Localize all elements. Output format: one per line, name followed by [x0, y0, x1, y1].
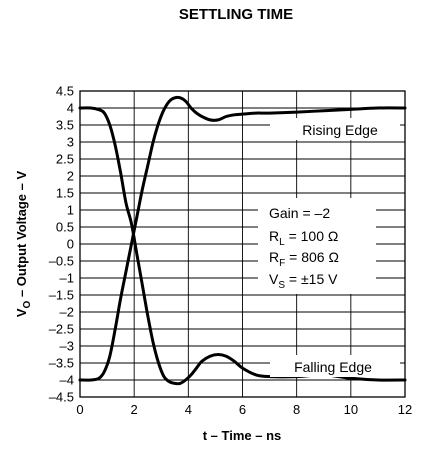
y-tick-label: 1: [67, 203, 74, 218]
y-tick-label: 2.5: [56, 152, 74, 167]
y-tick-label: 2: [67, 169, 74, 184]
x-tick-label: 4: [185, 402, 192, 417]
tick-label-layer: 0 2 4 6 8 10 12 4.5 4 3.5 3 2.5 2 1.5 1 0.5 0 –0.5 –1 –1.5 –…: [49, 84, 413, 418]
rising-edge-line: [78, 95, 407, 382]
x-tick-label: 12: [398, 402, 412, 417]
y-tick-label: 4: [67, 101, 74, 116]
y-tick-label: 4.5: [56, 84, 74, 99]
x-axis-title: t – Time – ns: [203, 428, 282, 443]
rising-edge-label-box: [270, 118, 400, 140]
x-tick-label: 8: [293, 402, 300, 417]
y-axis-title: VO – Output Voltage – V: [14, 171, 33, 318]
falling-edge-label: Falling Edge: [294, 359, 372, 375]
y-tick-label: 1.5: [56, 186, 74, 201]
chart-title: SETTLING TIME: [179, 6, 293, 23]
y-tick-label: 0.5: [56, 220, 74, 235]
falling-edge-label-box: [270, 355, 400, 377]
vs-label: VS = ±15 V: [269, 271, 338, 291]
rl-label: RL = 100 Ω: [269, 228, 338, 248]
gain-label: Gain = –2: [269, 205, 330, 221]
y-tick-label: 0: [67, 237, 74, 252]
rising-edge-label: Rising Edge: [302, 122, 378, 138]
y-tick-label: –3: [60, 339, 74, 354]
x-tick-label: 10: [344, 402, 358, 417]
y-tick-label: –4.5: [49, 390, 74, 405]
x-tick-label: 6: [239, 402, 246, 417]
y-tick-label: –2: [60, 305, 74, 320]
y-tick-label: –1.5: [49, 288, 74, 303]
x-tick-label: 2: [131, 402, 138, 417]
rf-label: RF = 806 Ω: [269, 249, 339, 269]
y-tick-label: –3.5: [49, 356, 74, 371]
y-tick-label: –1: [60, 271, 74, 286]
plot-frame: [79, 90, 406, 398]
y-tick-label: –2.5: [49, 322, 74, 337]
x-tick-label: 0: [76, 402, 83, 417]
conditions-box: [258, 198, 376, 294]
line-layer: [78, 95, 407, 386]
y-tick-label: –4: [60, 373, 74, 388]
y-tick-label: 3: [67, 135, 74, 150]
y-tick-label: –0.5: [49, 254, 74, 269]
y-tick-label: 3.5: [56, 118, 74, 133]
falling-edge-line: [78, 106, 407, 386]
